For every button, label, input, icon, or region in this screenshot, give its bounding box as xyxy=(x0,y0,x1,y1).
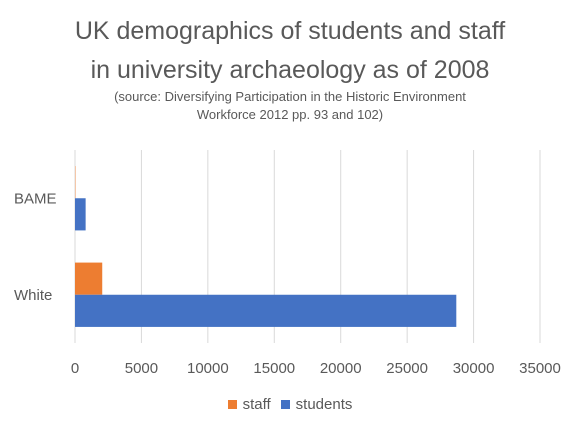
legend-label-staff: staff xyxy=(242,396,271,413)
legend-item-students: students xyxy=(280,396,353,413)
x-tick-label-35000: 35000 xyxy=(519,360,561,377)
x-tick-label-20000: 20000 xyxy=(320,360,362,377)
x-tick-label-0: 0 xyxy=(71,360,79,377)
chart-subtitle-line-1: (source: Diversifying Participation in t… xyxy=(114,89,466,104)
y-tick-label-bame: BAME xyxy=(14,190,57,207)
chart-title-line-1: UK demographics of students and staff xyxy=(74,17,506,45)
bar-staff-white xyxy=(75,262,103,295)
chart-legend: staff students xyxy=(0,396,580,413)
chart-title-line-2: in university archaeology as of 2008 xyxy=(90,56,490,84)
x-tick-label-5000: 5000 xyxy=(125,360,158,377)
legend-swatch-staff xyxy=(227,400,237,409)
x-tick-label-10000: 10000 xyxy=(187,360,229,377)
y-tick-label-white: White xyxy=(14,287,52,304)
legend-item-staff: staff xyxy=(227,396,271,413)
legend-label-students: students xyxy=(295,396,353,413)
x-tick-label-15000: 15000 xyxy=(253,360,295,377)
chart-subtitle-line-2: Workforce 2012 pp. 93 and 102) xyxy=(196,107,384,122)
x-tick-label-25000: 25000 xyxy=(386,360,428,377)
legend-swatch-students xyxy=(280,400,290,409)
bar-students-bame xyxy=(75,198,86,231)
x-tick-label-30000: 30000 xyxy=(453,360,495,377)
bar-students-white xyxy=(75,294,457,327)
